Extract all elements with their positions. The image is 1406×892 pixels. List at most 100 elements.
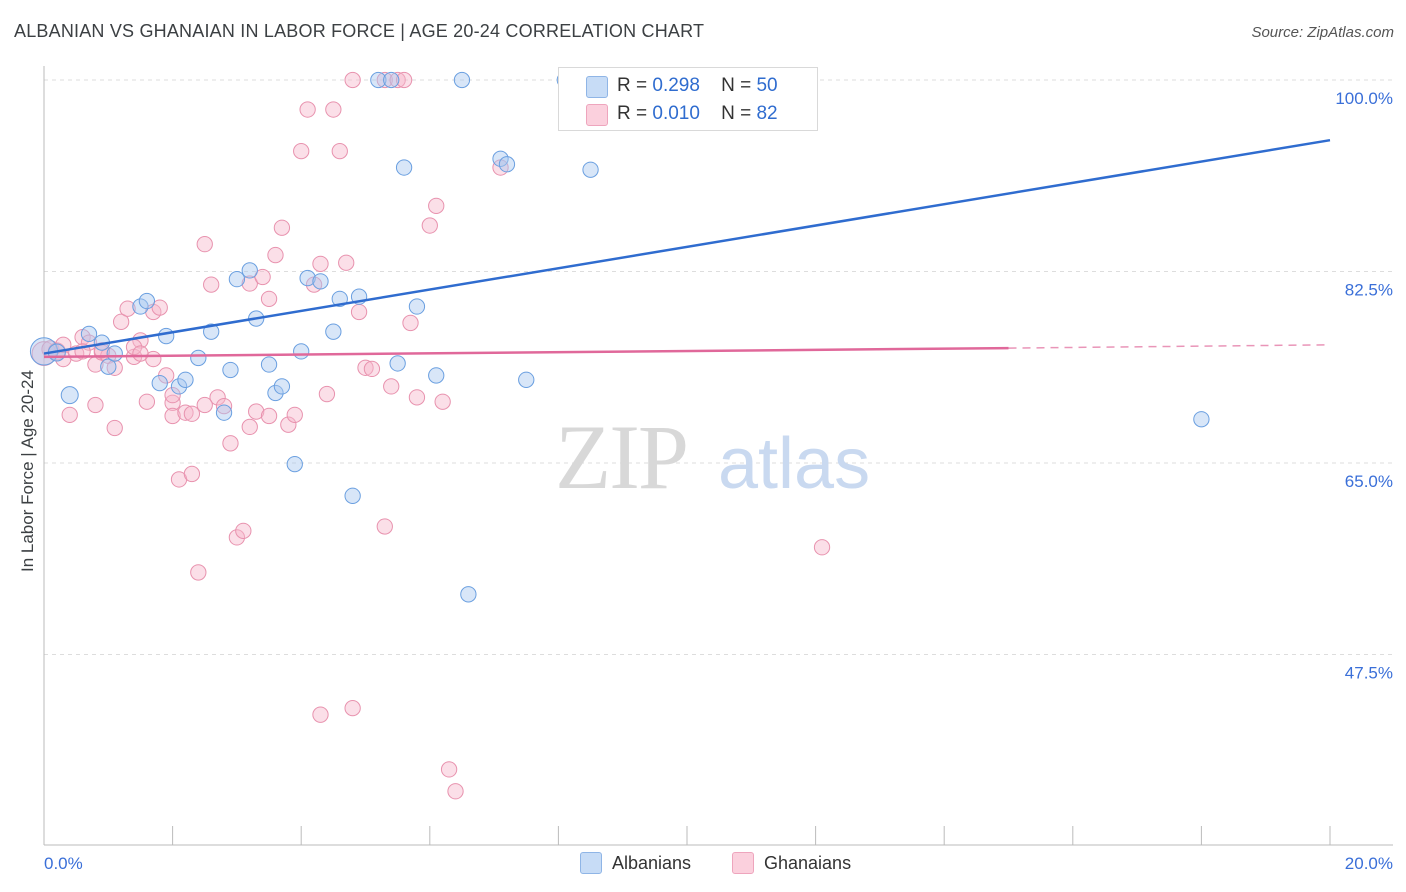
- watermark: ZIP atlas: [555, 406, 870, 508]
- ghanaians-point: [429, 198, 444, 213]
- albanians-point: [326, 324, 341, 339]
- albanians-point: [261, 357, 276, 372]
- legend-item-albanians[interactable]: Albanians: [580, 852, 691, 874]
- y-tick-label: 65.0%: [1345, 472, 1393, 491]
- ghanaians-point: [236, 523, 251, 538]
- x-tick-labels: 0.0% 20.0%: [44, 854, 1393, 873]
- ghanaians-point: [184, 466, 199, 481]
- albanians-point: [216, 405, 231, 420]
- ghanaians-point: [339, 255, 354, 270]
- ghanaians-point: [384, 379, 399, 394]
- legend-row-albanians: R = 0.298 N = 50: [617, 73, 778, 99]
- albanians-point: [454, 72, 469, 87]
- ghanaians-points: [32, 72, 830, 799]
- ghanaians-point: [268, 247, 283, 262]
- legend-swatch-albanians: [586, 76, 608, 98]
- ghanaians-point: [261, 291, 276, 306]
- albanians-point: [274, 379, 289, 394]
- ghanaians-point: [332, 143, 347, 158]
- albanians-point: [1194, 412, 1209, 427]
- legend-item-ghanaians[interactable]: Ghanaians: [732, 852, 851, 874]
- albanians-point: [294, 344, 309, 359]
- legend-n-value: 82: [756, 103, 777, 125]
- grid-lines: [44, 80, 1393, 655]
- x-tick-label: 0.0%: [44, 854, 83, 873]
- albanians-swatch: [580, 852, 602, 874]
- watermark-atlas: atlas: [718, 424, 870, 504]
- x-tick-label: 20.0%: [1345, 854, 1393, 873]
- ghanaians-point: [409, 390, 424, 405]
- albanians-label: Albanians: [612, 853, 691, 874]
- ghanaians-point: [191, 565, 206, 580]
- ghanaians-trend-extension: [1009, 345, 1331, 348]
- albanians-point: [139, 293, 154, 308]
- albanians-point: [384, 72, 399, 87]
- albanians-point: [345, 488, 360, 503]
- ghanaians-point: [300, 102, 315, 117]
- legend-swatch-ghanaians: [586, 104, 608, 126]
- ghanaians-point: [88, 397, 103, 412]
- ghanaians-label: Ghanaians: [764, 853, 851, 874]
- ghanaians-point: [242, 419, 257, 434]
- albanians-point: [390, 356, 405, 371]
- legend-row-ghanaians: R = 0.010 N = 82: [617, 101, 778, 127]
- albanians-trend-line: [44, 140, 1330, 353]
- ghanaians-point: [345, 72, 360, 87]
- legend-n-label: N =: [721, 103, 751, 125]
- ghanaians-trend-line: [44, 348, 1009, 357]
- ghanaians-point: [313, 707, 328, 722]
- y-tick-label: 82.5%: [1345, 281, 1393, 300]
- ghanaians-point: [448, 784, 463, 799]
- albanians-point: [409, 299, 424, 314]
- ghanaians-point: [326, 102, 341, 117]
- albanians-point: [107, 346, 122, 361]
- albanians-point: [313, 274, 328, 289]
- legend-n-value: 50: [756, 75, 777, 97]
- ghanaians-point: [223, 436, 238, 451]
- albanians-point: [519, 372, 534, 387]
- ghanaians-point: [435, 394, 450, 409]
- ghanaians-point: [422, 218, 437, 233]
- albanians-point: [287, 456, 302, 471]
- ghanaians-point: [287, 407, 302, 422]
- ghanaians-point: [133, 346, 148, 361]
- ghanaians-point: [364, 361, 379, 376]
- ghanaians-point: [294, 143, 309, 158]
- albanians-point: [242, 263, 257, 278]
- ghanaians-point: [403, 315, 418, 330]
- watermark-zip: ZIP: [555, 406, 687, 508]
- ghanaians-point: [107, 420, 122, 435]
- albanians-point: [583, 162, 598, 177]
- ghanaians-swatch: [732, 852, 754, 874]
- ghanaians-point: [261, 408, 276, 423]
- albanians-point: [429, 368, 444, 383]
- albanians-point: [152, 375, 167, 390]
- albanians-point: [191, 350, 206, 365]
- ghanaians-point: [313, 256, 328, 271]
- scatter-chart: ZIP atlas 100.0%82.5%65.0%47.5% 0.0% 20.0…: [0, 0, 1406, 892]
- albanians-point: [81, 326, 96, 341]
- stats-legend: R = 0.298 N = 50 R = 0.010 N = 82: [558, 67, 818, 131]
- albanians-point: [499, 157, 514, 172]
- ghanaians-point: [139, 394, 154, 409]
- trend-lines: [44, 140, 1330, 357]
- albanians-point: [229, 272, 244, 287]
- ghanaians-point: [814, 540, 829, 555]
- legend-n-label: N =: [721, 75, 751, 97]
- albanians-point: [461, 587, 476, 602]
- legend-r-label: R =: [617, 75, 647, 97]
- albanians-points: [30, 72, 1209, 602]
- ghanaians-point: [274, 220, 289, 235]
- legend-r-value: 0.298: [652, 75, 700, 97]
- ghanaians-point: [197, 236, 212, 251]
- albanians-point: [396, 160, 411, 175]
- ghanaians-point: [184, 406, 199, 421]
- legend-r-label: R =: [617, 103, 647, 125]
- ghanaians-point: [377, 519, 392, 534]
- y-tick-labels: 100.0%82.5%65.0%47.5%: [1335, 89, 1393, 683]
- albanians-point: [178, 372, 193, 387]
- ghanaians-point: [319, 386, 334, 401]
- albanians-point: [159, 328, 174, 343]
- albanians-point: [61, 387, 78, 404]
- ghanaians-point: [197, 397, 212, 412]
